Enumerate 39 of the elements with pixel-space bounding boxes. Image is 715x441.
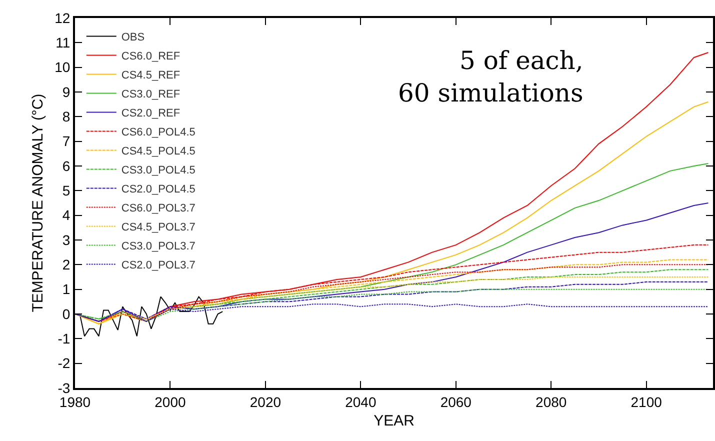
- y-tick-label: 10: [54, 59, 70, 76]
- legend-label: CS3.0_REF: [121, 88, 180, 100]
- y-tick-label: -1: [58, 330, 70, 347]
- y-tick-label: 4: [62, 207, 70, 224]
- x-tick-label: 1980: [59, 394, 91, 410]
- legend-label: CS2.0_POL4.5: [121, 183, 196, 196]
- legend-label: CS3.0_POL3.7: [121, 240, 196, 252]
- y-tick-label: 3: [62, 232, 70, 248]
- y-tick-label: 9: [62, 84, 70, 100]
- legend-label: CS2.0_REF: [121, 107, 180, 120]
- annotation: 5 of each, 60 simulations: [398, 46, 584, 108]
- y-tick-label: 7: [62, 133, 70, 150]
- y-tick-label: 8: [62, 108, 70, 125]
- x-tick-label: 2020: [250, 394, 282, 410]
- x-tick-label: 2060: [440, 394, 472, 410]
- y-tick-label: 1: [62, 281, 70, 298]
- y-tick-label: -3: [58, 380, 70, 396]
- x-tick-label: 2040: [345, 394, 376, 410]
- x-tick-label: 2000: [154, 394, 186, 410]
- y-axis-title: TEMPERATURE ANOMALY (°C): [29, 94, 46, 312]
- x-tick-label: 2100: [630, 394, 662, 410]
- legend-label: CS2.0_POL3.7: [121, 259, 196, 272]
- x-axis-title: YEAR: [374, 412, 415, 430]
- y-tick-label: 5: [62, 182, 70, 199]
- legend-label: CS4.5_REF: [121, 69, 180, 82]
- y-tick-label: 6: [62, 158, 70, 174]
- y-tick-label: 12: [54, 10, 70, 26]
- y-tick-label: 2: [62, 256, 70, 273]
- y-tick-label: -2: [58, 355, 70, 372]
- legend-label: CS4.5_POL4.5: [121, 145, 196, 158]
- legend-label: CS6.0_REF: [121, 50, 180, 62]
- legend-label: OBS: [121, 31, 145, 44]
- legend-label: CS3.0_POL4.5: [121, 164, 196, 176]
- y-tick-label: 0: [62, 306, 70, 322]
- legend-label: CS6.0_POL4.5: [121, 126, 196, 138]
- legend-label: CS6.0_POL3.7: [121, 202, 196, 214]
- legend-label: CS4.5_POL3.7: [121, 221, 196, 234]
- y-tick-label: 11: [56, 34, 70, 51]
- x-tick-label: 2080: [536, 394, 567, 410]
